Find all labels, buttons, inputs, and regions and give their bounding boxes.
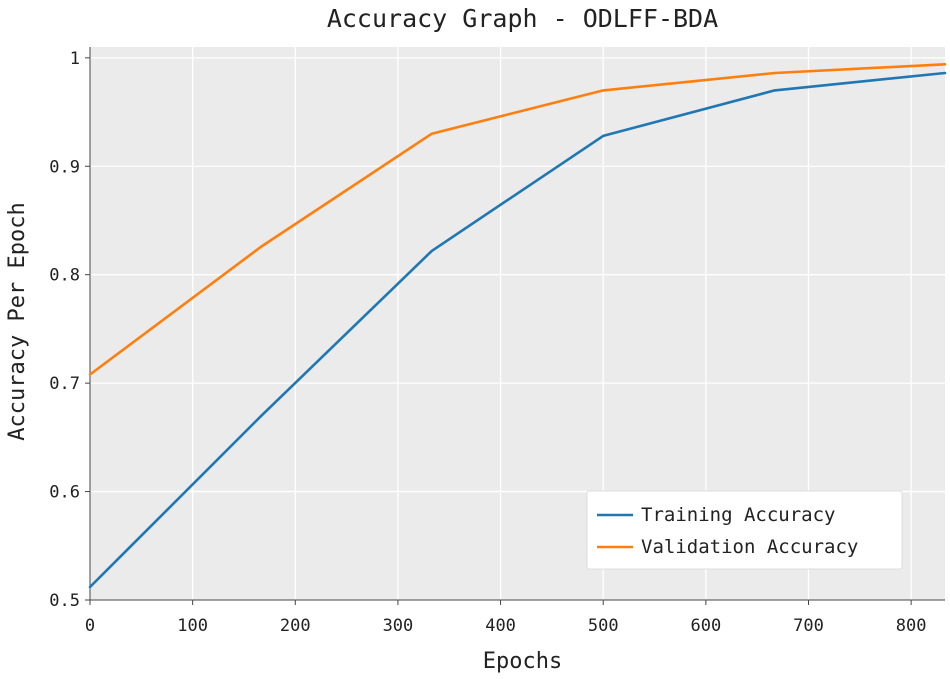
x-tick-label: 0	[85, 616, 95, 636]
y-axis-ticks: 0.5 0.6 0.7 0.8 0.9 1	[49, 47, 91, 611]
x-tick-label: 600	[690, 616, 721, 636]
y-tick-label: 0.9	[49, 157, 80, 177]
chart-title: Accuracy Graph - ODLFF-BDA	[327, 4, 718, 33]
x-axis-label: Epochs	[483, 649, 562, 674]
y-axis-label: Accuracy Per Epoch	[5, 202, 30, 440]
y-tick-label: 0.7	[49, 374, 80, 394]
x-tick-label: 700	[793, 616, 824, 636]
y-tick-label: 0.6	[49, 483, 80, 503]
legend-label: Validation Accuracy	[641, 536, 858, 558]
x-tick-label: 300	[383, 616, 414, 636]
x-tick-label: 800	[896, 616, 927, 636]
y-tick-label: 0.8	[49, 266, 80, 286]
x-tick-label: 500	[588, 616, 619, 636]
y-tick-label: 0.5	[49, 591, 80, 611]
series-lines	[88, 63, 947, 589]
series-line-validation-accuracy	[88, 63, 947, 376]
legend-box	[586, 490, 903, 570]
legend-label: Training Accuracy	[641, 504, 835, 526]
legend: Training Accuracy Validation Accuracy	[586, 490, 903, 570]
x-axis-ticks: 0 100 200 300 400 500 600 700 800	[85, 599, 945, 636]
x-tick-label: 200	[280, 616, 311, 636]
y-tick-label: 1	[70, 49, 80, 69]
x-tick-label: 100	[177, 616, 208, 636]
series-line-training-accuracy	[88, 71, 947, 589]
x-tick-label: 400	[485, 616, 516, 636]
